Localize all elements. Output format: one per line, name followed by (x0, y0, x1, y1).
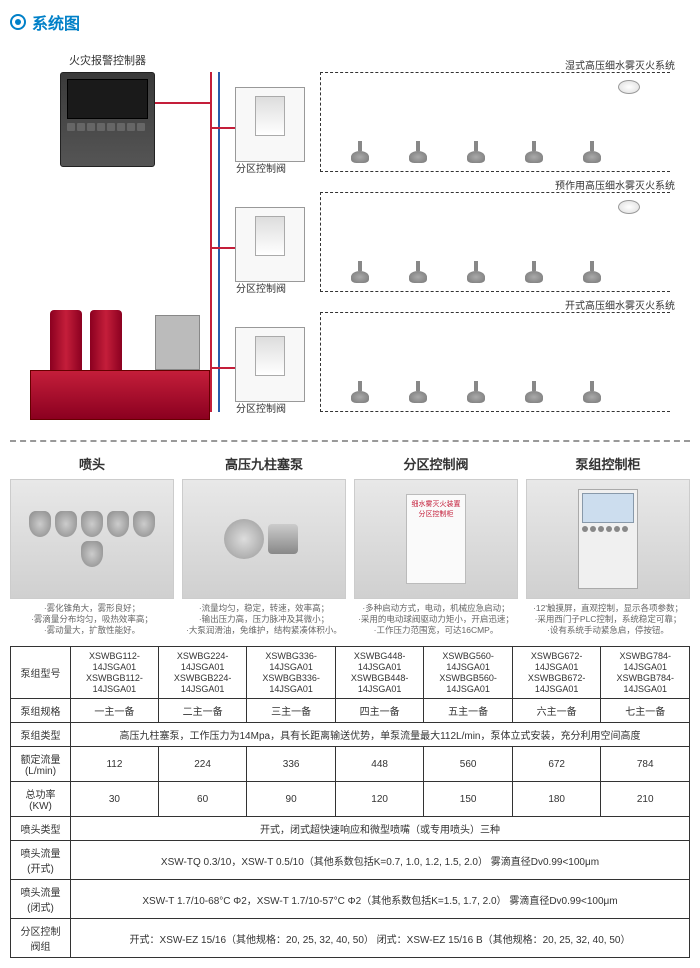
pump-unit (30, 310, 210, 420)
valve-cabinet-image: 细水雾灭火装置分区控制柜 (354, 479, 518, 599)
table-row-nozzle-type: 喷头类型 开式，闭式超快速响应和微型喷嘴（或专用喷头）三种 (11, 817, 690, 841)
alarm-label: 火灾报警控制器 (60, 52, 155, 68)
table-row-power: 总功率(KW) 30 60 90 120 150 180 210 (11, 782, 690, 817)
wire-alarm-connect (155, 102, 212, 104)
component-valve: 分区控制阀 细水雾灭火装置分区控制柜 ·多种启动方式，电动，机械应急启动；·采用… (354, 454, 518, 636)
smoke-detector-1 (618, 80, 640, 94)
wire-red-vertical (210, 72, 212, 412)
nozzle-image (10, 479, 174, 599)
pump-image (182, 479, 346, 599)
zone-valve-3: 分区控制阀 (235, 327, 305, 402)
control-cabinet-image (526, 479, 690, 599)
wire-branch1 (210, 127, 235, 129)
spec-table: 泵组型号 XSWBG112-14JSGA01XSWBGB112-14JSGA01… (10, 646, 690, 958)
row-header: 泵组型号 (11, 647, 71, 699)
section-title: 系统图 (10, 10, 690, 34)
bullseye-icon (10, 14, 26, 30)
smoke-detector-2 (618, 200, 640, 214)
component-control-cabinet: 泵组控制柜 ·12'触摸屏，直观控制，显示各项参数；·采用西门子PLC控制，系统… (526, 454, 690, 636)
table-row-model: 泵组型号 XSWBG112-14JSGA01XSWBGB112-14JSGA01… (11, 647, 690, 699)
wire-branch3 (210, 367, 235, 369)
component-pump: 高压九柱塞泵 ·流量均匀，稳定，转速，效率高；·输出压力高，压力脉冲及其微小；·… (182, 454, 346, 636)
table-row-flow: 额定流量(L/min) 112 224 336 448 560 672 784 (11, 747, 690, 782)
table-row-valve-group: 分区控制阀组 开式：XSW-EZ 15/16（其他规格：20, 25, 32, … (11, 919, 690, 958)
components-row: 喷头 ·雾化锥角大，雾形良好；·雾滴量分布均匀，吸热效率高；·雾动量大，扩散性能… (10, 454, 690, 636)
table-row-nozzle-closed: 喷头流量(闭式) XSW-T 1.7/10-68°C Φ2，XSW-T 1.7/… (11, 880, 690, 919)
table-row-type: 泵组类型 高压九柱塞泵，工作压力为14Mpa，具有长距离输送优势，单泵流量最大1… (11, 723, 690, 747)
wire-branch2 (210, 247, 235, 249)
alarm-panel (60, 72, 155, 167)
table-row-nozzle-open: 喷头流量(开式) XSW-TQ 0.3/10，XSW-T 0.5/10（其他系数… (11, 841, 690, 880)
zone-valve-1: 分区控制阀 (235, 87, 305, 162)
alarm-screen (67, 79, 148, 119)
system-diagram: 火灾报警控制器 分区控制阀 分区控制阀 分区控制阀 (10, 42, 690, 442)
table-row-spec: 泵组规格 一主一备 二主一备 三主一备 四主一备 五主一备 六主一备 七主一备 (11, 699, 690, 723)
branch-open-system: 开式高压细水雾灭火系统 (320, 312, 670, 412)
alarm-controller: 火灾报警控制器 (60, 52, 155, 167)
title-text: 系统图 (32, 10, 80, 34)
wire-blue-vertical (218, 72, 220, 412)
component-nozzle: 喷头 ·雾化锥角大，雾形良好；·雾滴量分布均匀，吸热效率高；·雾动量大，扩散性能… (10, 454, 174, 636)
alarm-controls (67, 123, 148, 131)
zone-valve-2: 分区控制阀 (235, 207, 305, 282)
